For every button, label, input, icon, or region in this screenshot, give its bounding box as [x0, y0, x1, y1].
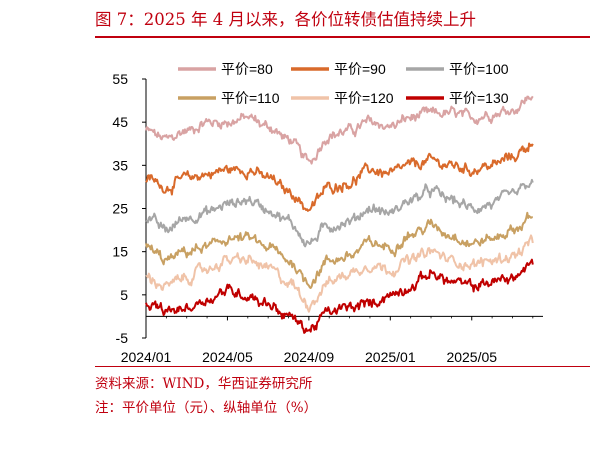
series-line-5: [145, 258, 534, 334]
y-tick-label: 35: [112, 157, 128, 173]
series-line-3: [145, 211, 533, 289]
y-tick-label: -5: [116, 330, 129, 346]
series-line-1: [145, 142, 534, 212]
source-rule: [95, 366, 590, 367]
x-tick-label: 2024/01: [121, 349, 172, 365]
legend-label-1: 平价=90: [334, 61, 386, 77]
x-tick-label: 2025/05: [446, 349, 497, 365]
legend-label-4: 平价=120: [334, 90, 394, 106]
y-tick-label: 25: [112, 201, 128, 217]
y-tick-label: 45: [112, 114, 128, 130]
legend-label-5: 平价=130: [449, 90, 509, 106]
series-lines: [145, 95, 534, 334]
y-tick-label: 55: [112, 71, 128, 87]
title-rule: [95, 36, 590, 38]
series-line-2: [145, 178, 534, 248]
x-tick-label: 2024/05: [202, 349, 253, 365]
x-tick-label: 2025/01: [365, 349, 416, 365]
unit-note: 注：平价单位（元）、纵轴单位（%）: [95, 400, 318, 416]
x-axis: 2024/01 2024/05 2024/09 2025/01 2025/05: [121, 315, 543, 365]
series-line-0: [145, 95, 534, 165]
x-tick-label: 2024/09: [284, 349, 335, 365]
chart-legend: 平价=80 平价=90 平价=100 平价=110 平价=120 平价=130: [178, 61, 509, 106]
y-axis: -5 5 15 25 35 45 55: [112, 71, 147, 346]
source-note: 资料来源：WIND，华西证券研究所: [95, 376, 313, 392]
legend-label-3: 平价=110: [221, 90, 280, 106]
series-line-4: [145, 234, 534, 313]
y-tick-label: 15: [112, 244, 128, 260]
legend-label-0: 平价=80: [221, 61, 273, 77]
y-tick-label: 5: [120, 287, 128, 303]
figure-title: 图 7：2025 年 4 月以来，各价位转债估值持续上升: [95, 10, 476, 29]
legend-label-2: 平价=100: [449, 61, 509, 77]
